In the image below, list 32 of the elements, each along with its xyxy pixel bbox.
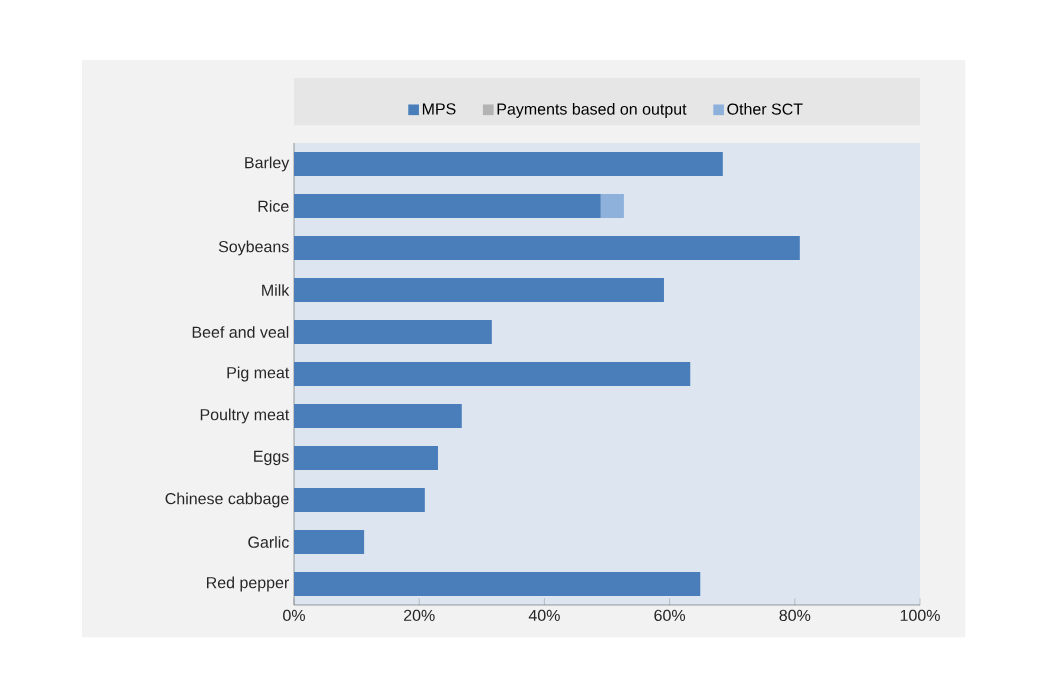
legend-label: MPS: [422, 103, 456, 115]
bar: [294, 445, 438, 470]
x-tick-label: 60%: [654, 609, 686, 622]
x-tick-label: 20%: [403, 609, 435, 622]
y-tick-label: Soybeans: [218, 240, 289, 256]
y-tick-label: Chinese cabbage: [165, 492, 289, 508]
legend-label: Payments based on output: [497, 103, 687, 118]
x-tick-label: 100%: [900, 609, 940, 622]
y-tick-label: Eggs: [254, 450, 289, 466]
bar: [294, 361, 691, 386]
y-tick-label: Milk: [262, 284, 290, 296]
legend-label: Other SCT: [727, 103, 803, 115]
x-tick-label: 0%: [283, 609, 305, 622]
y-tick-label: Garlic: [248, 536, 289, 548]
x-tick-label: 40%: [528, 609, 560, 622]
bar: [294, 487, 425, 512]
x-tick-label: 80%: [779, 609, 811, 622]
bar: [294, 236, 800, 260]
bar: [294, 152, 723, 176]
bar: [294, 319, 492, 344]
y-tick-label: Beef and veal: [192, 326, 289, 338]
y-tick-label: Rice: [258, 200, 289, 212]
bar: [294, 529, 365, 554]
bar: [600, 194, 624, 218]
y-tick-label: Pig meat: [227, 366, 290, 382]
bar: [294, 194, 601, 218]
y-tick-label: Poultry meat: [200, 408, 290, 424]
y-tick-label: Red pepper: [207, 576, 289, 592]
bar: [294, 571, 701, 596]
bar: [294, 278, 664, 302]
y-tick-label: Barley: [245, 156, 290, 172]
bar: [294, 403, 462, 428]
